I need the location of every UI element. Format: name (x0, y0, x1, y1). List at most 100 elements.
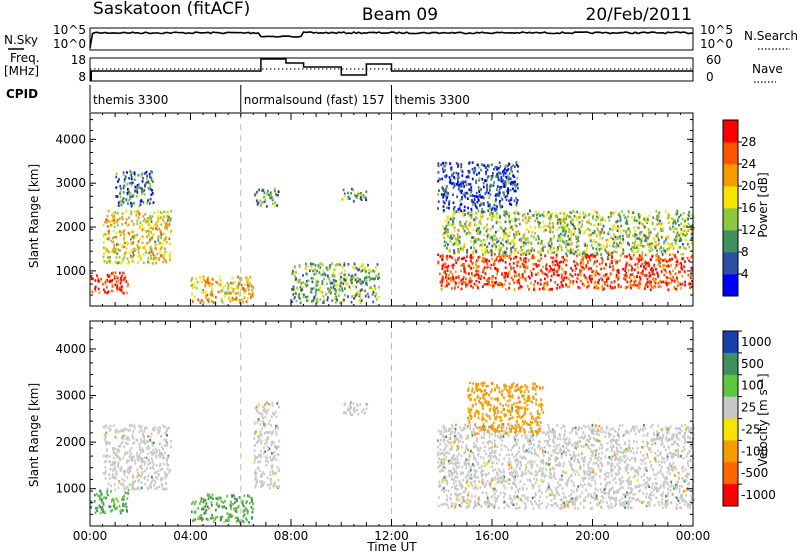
scatter-cell (141, 193, 143, 196)
scatter-cell (348, 274, 350, 277)
scatter-cell (528, 231, 530, 234)
scatter-cell (537, 282, 539, 285)
scatter-cell (266, 193, 268, 196)
scatter-cell (617, 229, 619, 232)
scatter-cell (235, 507, 237, 510)
scatter-cell (621, 210, 623, 213)
scatter-cell (151, 452, 153, 455)
scatter-cell (689, 286, 691, 289)
scatter-cell (572, 482, 574, 485)
scatter-cell (445, 225, 447, 228)
scatter-cell (447, 270, 449, 273)
scatter-cell (647, 278, 649, 281)
scatter-cell (150, 231, 152, 234)
scatter-cell (473, 266, 475, 269)
scatter-cell (543, 230, 545, 233)
scatter-cell (609, 285, 611, 288)
scatter-cell (146, 486, 148, 489)
scatter-cell (122, 441, 124, 444)
scatter-cell (155, 476, 157, 479)
scatter-cell (682, 243, 684, 246)
scatter-cell (102, 511, 104, 514)
scatter-cell (662, 473, 664, 476)
scatter-cell (170, 230, 172, 233)
scatter-cell (459, 426, 461, 429)
scatter-cell (154, 488, 156, 491)
scatter-cell (661, 498, 663, 501)
scatter-cell (129, 196, 131, 199)
scatter-cell (491, 164, 493, 167)
scatter-cell (534, 280, 536, 283)
scatter-cell (103, 224, 105, 227)
scatter-cell (676, 237, 678, 240)
scatter-cell (522, 249, 524, 252)
scatter-cell (366, 404, 368, 407)
scatter-cell (108, 260, 110, 263)
scatter-cell (301, 293, 303, 296)
scatter-cell (460, 210, 462, 213)
cpid-label: CPID (6, 87, 38, 101)
scatter-cell (638, 260, 640, 263)
scatter-cell (328, 277, 330, 280)
scatter-cell (571, 218, 573, 221)
scatter-cell (138, 174, 140, 177)
scatter-cell (265, 464, 267, 467)
scatter-cell (127, 188, 129, 191)
scatter-cell (136, 219, 138, 222)
scatter-cell (129, 439, 131, 442)
scatter-cell (472, 168, 474, 171)
scatter-cell (465, 272, 467, 275)
scatter-cell (144, 213, 146, 216)
scatter-cell (106, 491, 108, 494)
scatter-cell (580, 280, 582, 283)
scatter-cell (445, 176, 447, 179)
scatter-cell (507, 239, 509, 242)
scatter-cell (637, 262, 639, 265)
scatter-cell (249, 495, 251, 498)
scatter-cell (191, 503, 193, 506)
scatter-cell (155, 447, 157, 450)
scatter-cell (505, 251, 507, 254)
scatter-cell (125, 175, 127, 178)
scatter-cell (619, 259, 621, 262)
scatter-cell (508, 181, 510, 184)
scatter-cell (512, 187, 514, 190)
scatter-cell (504, 272, 506, 275)
scatter-cell (297, 289, 299, 292)
scatter-cell (360, 297, 362, 300)
scatter-cell (135, 249, 137, 252)
scatter-cell (157, 219, 159, 222)
scatter-cell (117, 277, 119, 280)
scatter-cell (148, 230, 150, 233)
scatter-cell (443, 209, 445, 212)
scatter-cell (350, 192, 352, 195)
scatter-cell (612, 228, 614, 231)
scatter-cell (526, 228, 528, 231)
scatter-cell (253, 286, 255, 289)
scatter-cell (137, 261, 139, 264)
scatter-cell (445, 199, 447, 202)
scatter-cell (636, 220, 638, 223)
scatter-cell (488, 205, 490, 208)
scatter-cell (500, 186, 502, 189)
scatter-cell (313, 297, 315, 300)
scatter-cell (292, 272, 294, 275)
scatter-cell (272, 473, 274, 476)
scatter-cell (212, 517, 214, 520)
scatter-cell (686, 455, 688, 458)
scatter-cell (119, 262, 121, 265)
scatter-cell (142, 190, 144, 193)
scatter-cell (479, 221, 481, 224)
scatter-cell (119, 430, 121, 433)
scatter-cell (566, 214, 568, 217)
scatter-cell (535, 263, 537, 266)
scatter-cell (507, 192, 509, 195)
scatter-cell (456, 162, 458, 165)
scatter-cell (480, 213, 482, 216)
scatter-cell (628, 235, 630, 238)
scatter-cell (586, 256, 588, 259)
scatter-cell (259, 480, 261, 483)
scatter-cell (506, 183, 508, 186)
scatter-cell (485, 173, 487, 176)
scatter-cell (625, 266, 627, 269)
